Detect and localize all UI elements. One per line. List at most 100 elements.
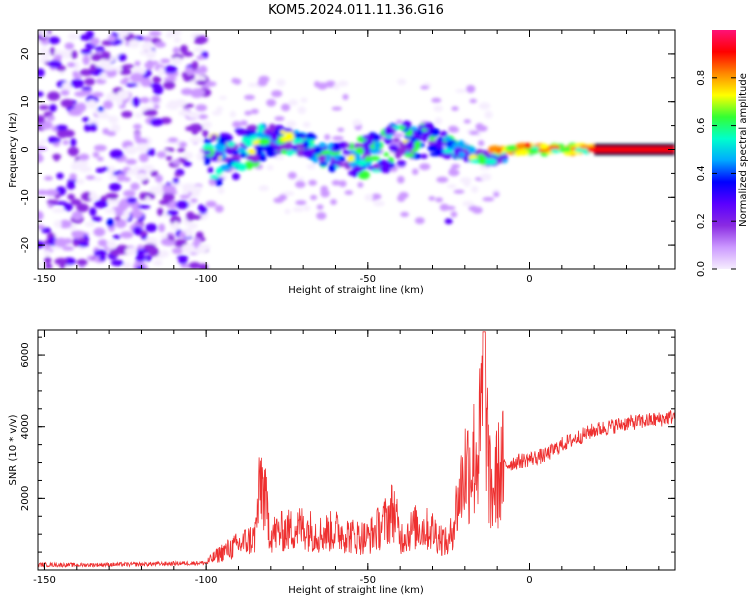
noise-blob (446, 184, 457, 189)
noise-blob (191, 88, 206, 97)
noise-blob (116, 89, 130, 100)
noise-blob (479, 165, 491, 171)
signal-blob (374, 141, 381, 150)
noise-blob (115, 66, 123, 73)
spectrogram-x-label: Height of straight line (km) (288, 285, 424, 296)
noise-blob (71, 50, 78, 60)
noise-blob (364, 194, 374, 202)
noise-blob (190, 198, 198, 203)
noise-blob (179, 44, 188, 54)
noise-blob (181, 243, 196, 254)
noise-blob (67, 146, 79, 157)
noise-blob (38, 262, 43, 268)
noise-blob (135, 138, 148, 145)
noise-blob (205, 81, 217, 87)
noise-blob (303, 205, 311, 212)
noise-blob (172, 159, 181, 165)
noise-blob (306, 163, 316, 170)
y-tick-label: 2000 (20, 486, 31, 511)
noise-blob (195, 104, 207, 112)
signal-blob (464, 145, 471, 150)
noise-blob (40, 40, 50, 45)
noise-blob (134, 112, 143, 118)
noise-blob (95, 46, 105, 53)
noise-blob (125, 82, 138, 88)
noise-blob (58, 219, 72, 229)
signal-blob (358, 170, 370, 180)
noise-blob (455, 88, 467, 93)
noise-blob (172, 221, 180, 230)
signal-blob (232, 150, 240, 155)
noise-blob (191, 60, 199, 71)
signal-blob (209, 175, 219, 180)
noise-blob (186, 69, 195, 75)
signal-blob (231, 154, 241, 160)
signal-blob (347, 154, 356, 164)
noise-blob (274, 155, 285, 160)
signal-blob (514, 150, 521, 156)
noise-blob (75, 178, 85, 185)
noise-blob (157, 67, 165, 76)
noise-blob (177, 147, 186, 153)
noise-blob (172, 177, 180, 184)
noise-blob (75, 102, 87, 113)
snr-x-ticks: -150 -100 -50 0 (33, 330, 660, 586)
noise-blob (450, 211, 458, 218)
noise-blob (50, 137, 61, 143)
noise-blob (472, 206, 483, 214)
noise-blob (193, 69, 203, 75)
noise-blob (278, 194, 288, 201)
noise-blob (179, 256, 187, 262)
noise-blob (68, 109, 82, 116)
noise-blob (281, 103, 291, 112)
signal-blob (505, 145, 517, 152)
noise-blob (451, 106, 459, 111)
noise-blob (297, 106, 307, 115)
colorbar-tick-label: 0.2 (696, 213, 707, 229)
y-tick-label: 6000 (20, 342, 31, 367)
noise-blob (93, 176, 103, 182)
noise-blob (106, 218, 115, 228)
noise-blob (146, 151, 156, 157)
noise-blob (233, 78, 242, 85)
noise-blob (148, 83, 162, 88)
noise-blob (185, 211, 195, 222)
noise-blob (162, 192, 175, 202)
noise-blob (162, 184, 177, 194)
noise-blob (205, 200, 217, 208)
noise-blob (302, 121, 311, 128)
signal-blob (313, 147, 323, 154)
signal-blob (485, 158, 497, 165)
noise-blob (78, 153, 90, 161)
noise-blob (142, 111, 154, 116)
noise-blob (194, 185, 202, 193)
signal-blob (352, 165, 363, 173)
noise-blob (137, 204, 151, 209)
noise-blob (48, 36, 60, 45)
noise-blob (331, 180, 341, 186)
noise-blob (160, 234, 169, 239)
noise-blob (266, 164, 274, 171)
noise-blob (72, 71, 80, 76)
noise-blob (67, 62, 76, 68)
noise-blob (38, 115, 45, 124)
noise-blob (396, 119, 403, 124)
signal-blob (218, 132, 230, 138)
signal-blob (271, 132, 279, 142)
noise-blob (196, 55, 205, 60)
noise-blob (337, 80, 349, 87)
noise-blob (89, 123, 98, 132)
noise-blob (44, 176, 53, 181)
signal-blob (550, 145, 561, 150)
spectrogram-blobs (38, 30, 675, 269)
noise-blob (475, 123, 484, 131)
signal-blob (394, 150, 402, 159)
noise-blob (61, 81, 73, 92)
noise-blob (258, 185, 270, 192)
noise-blob (62, 246, 75, 251)
noise-blob (60, 89, 70, 96)
noise-blob (179, 231, 186, 239)
noise-blob (420, 85, 430, 90)
noise-blob (158, 250, 170, 258)
noise-blob (337, 127, 345, 132)
